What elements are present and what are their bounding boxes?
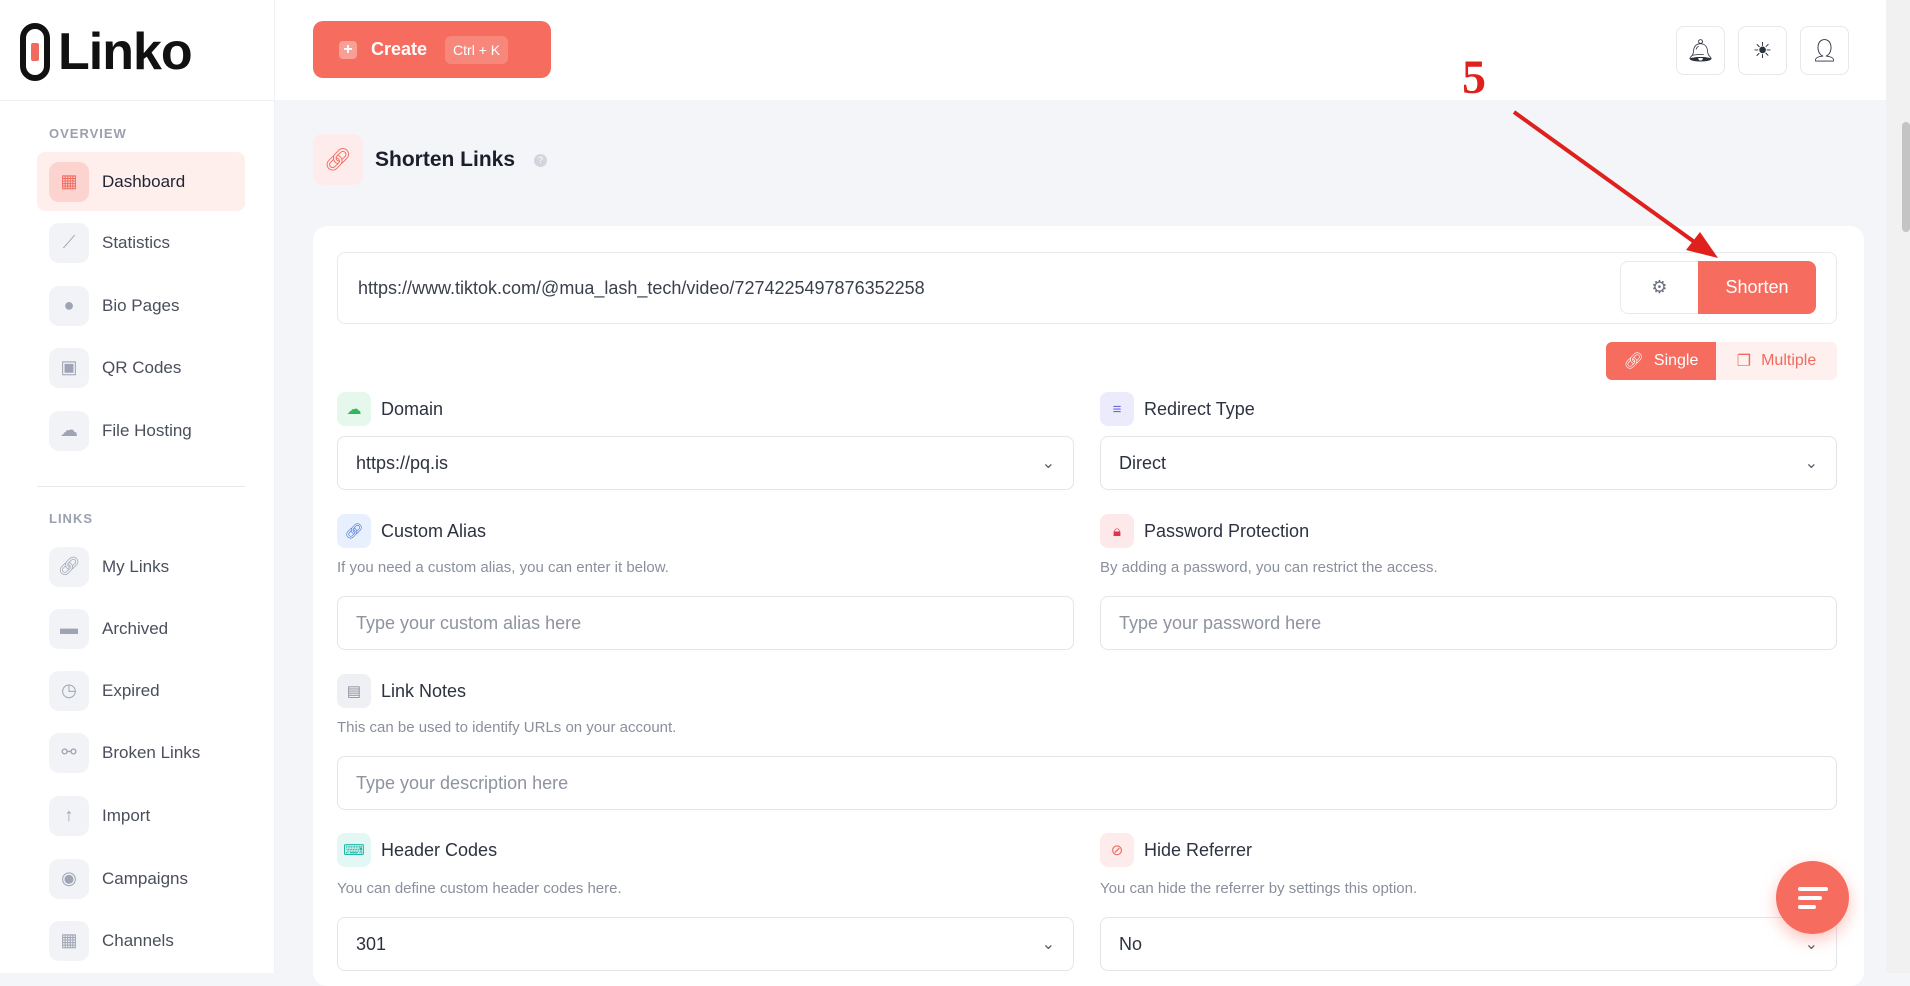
divider xyxy=(0,100,275,101)
link-icon: 🔗︎ xyxy=(337,514,371,548)
link-icon: 🔗︎ xyxy=(313,134,363,185)
chart-line-icon: ⟋ xyxy=(49,222,89,263)
menu-fab-button[interactable] xyxy=(1776,861,1849,934)
lock-icon: 🔒︎ xyxy=(1100,514,1134,548)
divider xyxy=(37,486,245,487)
logo-icon xyxy=(20,23,50,81)
hide-referrer-hint: You can hide the referrer by settings th… xyxy=(1100,880,1418,897)
redirect-type-label: ≡ Redirect Type xyxy=(1100,392,1255,426)
sidebar-item-import[interactable]: ↑ Import xyxy=(37,786,245,845)
logo[interactable]: Linko xyxy=(20,23,193,81)
link-notes-label: ▤ Link Notes xyxy=(337,674,466,708)
domain-select[interactable]: https://pq.is ⌄ xyxy=(337,436,1074,490)
link-notes-hint: This can be used to identify URLs on you… xyxy=(337,719,677,736)
sidebar-item-dashboard[interactable]: ▦ Dashboard xyxy=(37,152,245,211)
sidebar-item-statistics[interactable]: ⟋ Statistics xyxy=(37,213,245,272)
redirect-type-select[interactable]: Direct ⌄ xyxy=(1100,436,1837,490)
chevron-down-icon: ⌄ xyxy=(1804,936,1818,953)
cloud-icon: ☁ xyxy=(337,392,371,426)
sidebar-item-file-hosting[interactable]: ☁ File Hosting xyxy=(37,401,245,460)
url-input[interactable]: https://www.tiktok.com/@mua_lash_tech/vi… xyxy=(337,252,1837,324)
list-icon: ≡ xyxy=(1100,392,1134,426)
chevron-down-icon: ⌄ xyxy=(1804,455,1818,472)
password-input[interactable]: Type your password here xyxy=(1100,596,1837,650)
target-icon: ◉ xyxy=(49,858,89,899)
import-icon: ↑ xyxy=(49,795,89,836)
hide-referrer-label: ⊘ Hide Referrer xyxy=(1100,833,1252,867)
link-notes-input[interactable]: Type your description here xyxy=(337,756,1837,810)
sidebar-item-expired[interactable]: ◷ Expired xyxy=(37,661,245,720)
shorten-button[interactable]: Shorten xyxy=(1698,261,1816,314)
password-hint: By adding a password, you can restrict t… xyxy=(1100,559,1438,576)
code-icon: ⌨ xyxy=(337,833,371,867)
link-icon: 🔗︎ xyxy=(1623,353,1644,370)
grid-icon: ▦ xyxy=(49,161,89,202)
header-codes-hint: You can define custom header codes here. xyxy=(337,880,622,897)
domain-label: ☁ Domain xyxy=(337,392,443,426)
header-codes-label: ⌨ Header Codes xyxy=(337,833,497,867)
custom-alias-label: 🔗︎ Custom Alias xyxy=(337,514,486,548)
sidebar-item-channels[interactable]: ▦ Channels xyxy=(37,911,245,970)
hide-referrer-select[interactable]: No ⌄ xyxy=(1100,917,1837,971)
clock-icon: ◷ xyxy=(49,670,89,711)
header-codes-select[interactable]: 301 ⌄ xyxy=(337,917,1074,971)
sidebar-item-bio-pages[interactable]: ● Bio Pages xyxy=(37,276,245,335)
shortcut-badge: Ctrl + K xyxy=(445,35,509,64)
archive-icon: ▬ xyxy=(49,608,89,649)
plus-icon: + xyxy=(339,40,357,59)
sidebar-item-qr-codes[interactable]: ▣ QR Codes xyxy=(37,338,245,397)
mode-multiple-tab[interactable]: ❐ Multiple xyxy=(1716,342,1837,380)
sidebar-item-my-links[interactable]: 🔗︎ My Links xyxy=(37,537,245,596)
sidebar: Linko OVERVIEW ▦ Dashboard ⟋ Statistics ● B… xyxy=(0,0,275,973)
broken-link-icon: ⚯ xyxy=(49,732,89,773)
create-button[interactable]: + Create Ctrl + K xyxy=(313,21,551,78)
sun-icon: ☀ xyxy=(1752,37,1773,63)
bell-icon: 🔔︎ xyxy=(1686,37,1715,63)
notepad-icon: ▤ xyxy=(337,674,371,708)
notifications-button[interactable]: 🔔︎ xyxy=(1676,26,1725,75)
section-title-overview: OVERVIEW xyxy=(49,126,127,141)
custom-alias-input[interactable]: Type your custom alias here xyxy=(337,596,1074,650)
user-icon: 👤︎ xyxy=(1810,37,1839,63)
sidebar-item-campaigns[interactable]: ◉ Campaigns xyxy=(37,849,245,908)
channels-icon: ▦ xyxy=(49,920,89,961)
gear-icon: ⚙ xyxy=(1651,277,1668,297)
page-title: Shorten Links xyxy=(375,148,516,171)
chevron-down-icon: ⌄ xyxy=(1041,455,1055,472)
sidebar-item-broken-links[interactable]: ⚯ Broken Links xyxy=(37,723,245,782)
cloud-download-icon: ☁ xyxy=(49,410,89,451)
theme-toggle-button[interactable]: ☀ xyxy=(1738,26,1787,75)
users-icon: ● xyxy=(49,285,89,326)
section-title-links: LINKS xyxy=(49,511,93,526)
settings-button[interactable]: ⚙ xyxy=(1620,261,1698,314)
eye-off-icon: ⊘ xyxy=(1100,833,1134,867)
annotation-step-number: 5 xyxy=(1462,51,1486,104)
qr-code-icon: ▣ xyxy=(49,347,89,388)
custom-alias-hint: If you need a custom alias, you can ente… xyxy=(337,559,669,576)
mode-single-tab[interactable]: 🔗︎ Single xyxy=(1606,342,1716,380)
sidebar-item-archived[interactable]: ▬ Archived xyxy=(37,599,245,658)
link-icon: 🔗︎ xyxy=(49,546,89,587)
help-icon[interactable]: ? xyxy=(534,154,547,167)
scrollbar-thumb[interactable] xyxy=(1902,122,1910,232)
password-protection-label: 🔒︎ Password Protection xyxy=(1100,514,1309,548)
chevron-down-icon: ⌄ xyxy=(1041,936,1055,953)
copy-icon: ❐ xyxy=(1736,353,1752,370)
user-menu-button[interactable]: 👤︎ xyxy=(1800,26,1849,75)
